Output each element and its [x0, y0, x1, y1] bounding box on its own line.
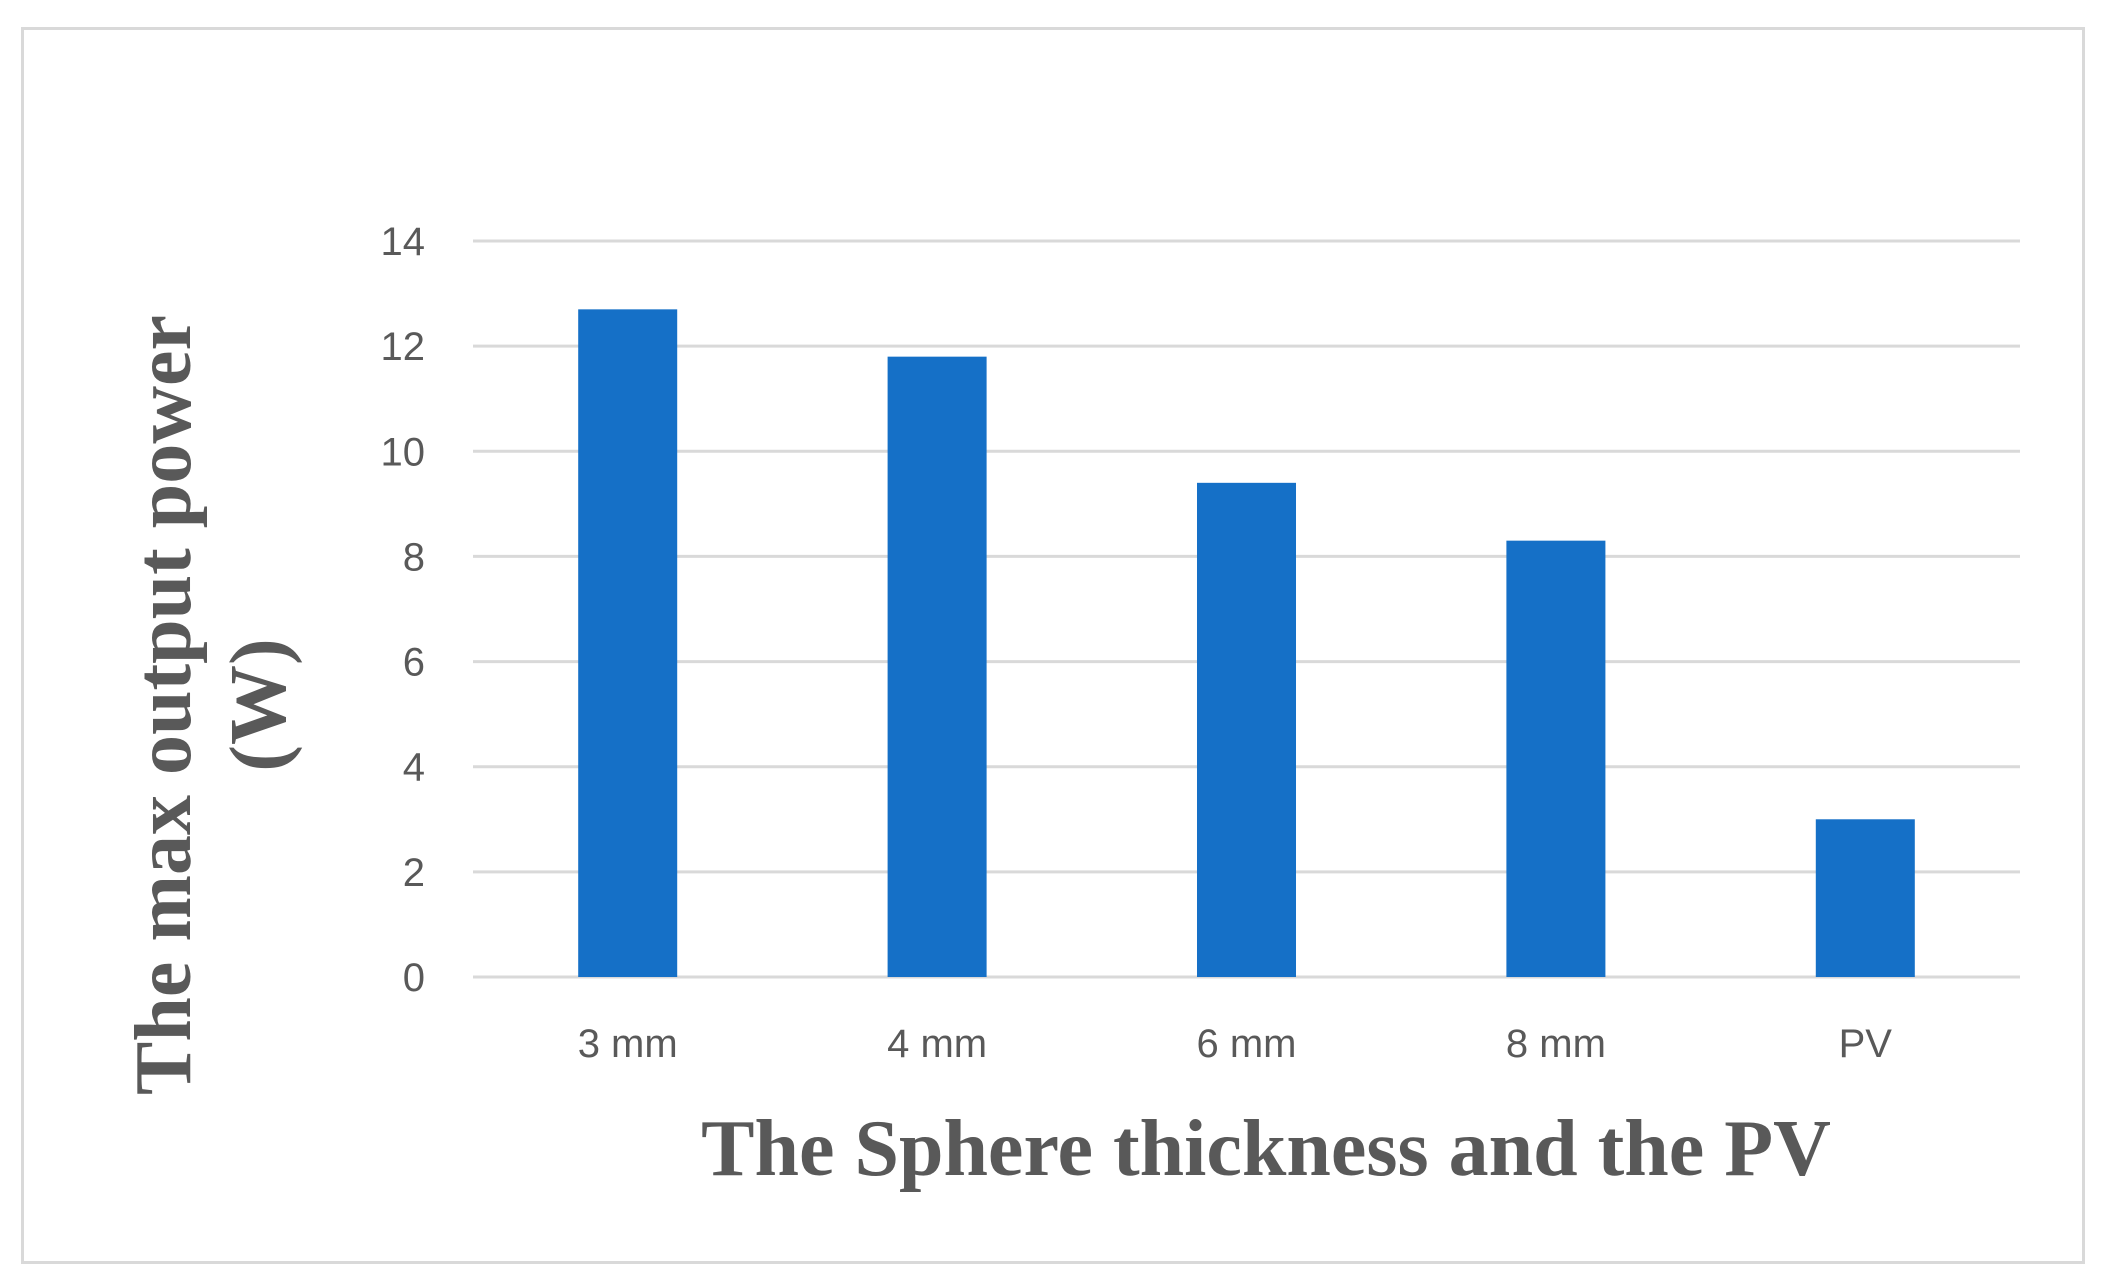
x-tick-label: 6 mm — [1197, 1022, 1297, 1066]
y-tick-label: 0 — [403, 956, 425, 1000]
chart-frame — [21, 27, 2085, 1264]
y-axis-title: The max output power (W) — [120, 315, 303, 1095]
bar-0 — [578, 309, 678, 977]
bars — [578, 309, 1915, 978]
y-tick-label: 14 — [381, 220, 426, 264]
x-tick-label: 4 mm — [887, 1022, 987, 1066]
bar-4 — [1815, 819, 1915, 977]
y-tick-label: 2 — [403, 851, 425, 895]
bar-2 — [1196, 482, 1297, 977]
x-tick-label: PV — [1839, 1022, 1893, 1066]
y-tick-label: 12 — [381, 325, 426, 369]
x-axis-ticks: 3 mm 4 mm 6 mm 8 mm PV — [578, 1022, 1893, 1066]
y-tick-label: 6 — [403, 641, 425, 685]
bar-3 — [1506, 540, 1606, 977]
x-tick-label: 8 mm — [1506, 1022, 1606, 1066]
y-axis-title-line-2: (W) — [215, 638, 303, 771]
bar-1 — [887, 356, 987, 978]
y-axis-title-line-1: The max output power — [120, 315, 208, 1095]
y-tick-label: 4 — [403, 746, 425, 790]
y-axis-ticks: 0 2 4 6 8 10 12 14 — [381, 220, 426, 1000]
x-tick-label: 3 mm — [578, 1022, 678, 1066]
y-tick-label: 10 — [381, 430, 426, 474]
x-axis-title: The Sphere thickness and the PV — [701, 1105, 1831, 1193]
y-tick-label: 8 — [403, 535, 425, 579]
